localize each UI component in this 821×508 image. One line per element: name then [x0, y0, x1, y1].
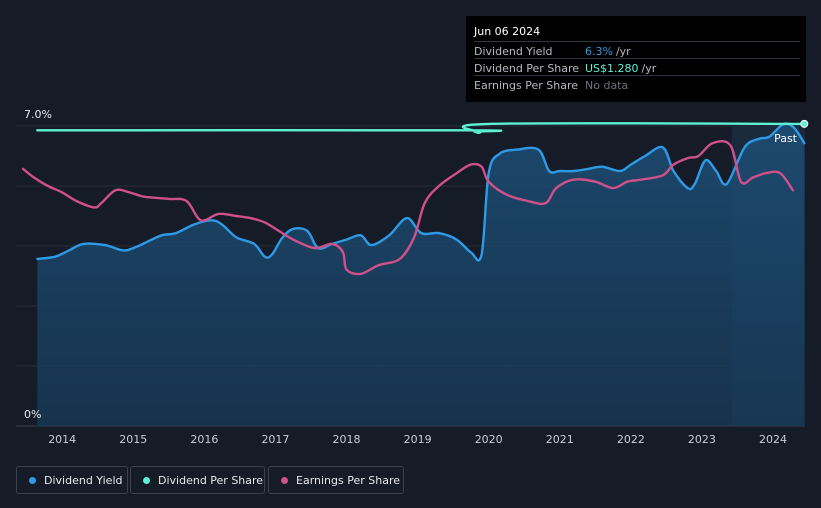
tooltip-value-text: 6.3% — [585, 45, 613, 58]
legend-dividend-yield[interactable]: Dividend Yield — [16, 466, 128, 494]
x-axis: 2014 2015 2016 2017 2018 2019 2020 2021 2022 2023… — [48, 433, 787, 446]
dividend-per-share-end-marker — [800, 119, 809, 128]
tooltip-row-dividend-yield: Dividend Yield 6.3%/yr — [474, 41, 800, 59]
tooltip-value: US$1.280/yr — [585, 62, 656, 75]
tooltip-label: Dividend Yield — [474, 45, 553, 58]
y-axis: 7.0% 0% — [24, 108, 52, 421]
tooltip-row-earnings-per-share: Earnings Per Share No data — [474, 75, 800, 93]
x-tick-label: 2014 — [48, 433, 76, 446]
legend-label: Dividend Yield — [44, 473, 123, 487]
legend-dot-icon — [29, 476, 36, 484]
series-lines — [21, 122, 806, 276]
y-tick-label: 7.0% — [24, 108, 52, 121]
tooltip-value: No data — [585, 79, 628, 92]
x-tick-label: 2021 — [546, 433, 574, 446]
tooltip-date: Jun 06 2024 — [474, 25, 541, 38]
legend-earnings-per-share[interactable]: Earnings Per Share — [268, 466, 404, 494]
x-tick-label: 2022 — [617, 433, 645, 446]
past-label: Past — [774, 132, 798, 145]
tooltip-value-text: No data — [585, 79, 629, 92]
tooltip-label: Earnings Per Share — [474, 79, 579, 92]
dividend-yield-area — [37, 123, 805, 426]
dividend-yield-line — [36, 122, 806, 262]
legend-dot-icon — [281, 476, 288, 484]
tooltip-value-text: US$1.280 — [585, 62, 639, 75]
dividend-per-share-line — [36, 122, 806, 135]
earnings-per-share-line — [21, 139, 795, 276]
x-tick-label: 2019 — [404, 433, 432, 446]
chart-tooltip: Jun 06 2024 Dividend Yield 6.3%/yr Divid… — [466, 16, 806, 102]
x-tick-label: 2015 — [119, 433, 147, 446]
x-tick-label: 2017 — [261, 433, 289, 446]
legend-dividend-per-share[interactable]: Dividend Per Share — [130, 466, 265, 494]
tooltip-value: 6.3%/yr — [585, 45, 631, 58]
x-tick-label: 2023 — [688, 433, 716, 446]
x-tick-label: 2018 — [333, 433, 361, 446]
x-tick-label: 2024 — [759, 433, 787, 446]
x-tick-label: 2020 — [475, 433, 503, 446]
tooltip-row-dividend-per-share: Dividend Per Share US$1.280/yr — [474, 58, 800, 76]
tooltip-unit: /yr — [615, 45, 631, 58]
y-tick-label: 0% — [24, 408, 41, 421]
tooltip-unit: /yr — [641, 62, 657, 75]
tooltip-label: Dividend Per Share — [474, 62, 580, 75]
legend-label: Dividend Per Share — [158, 473, 264, 487]
x-tick-label: 2016 — [190, 433, 218, 446]
legend-dot-icon — [143, 476, 150, 484]
legend-label: Earnings Per Share — [296, 473, 401, 487]
